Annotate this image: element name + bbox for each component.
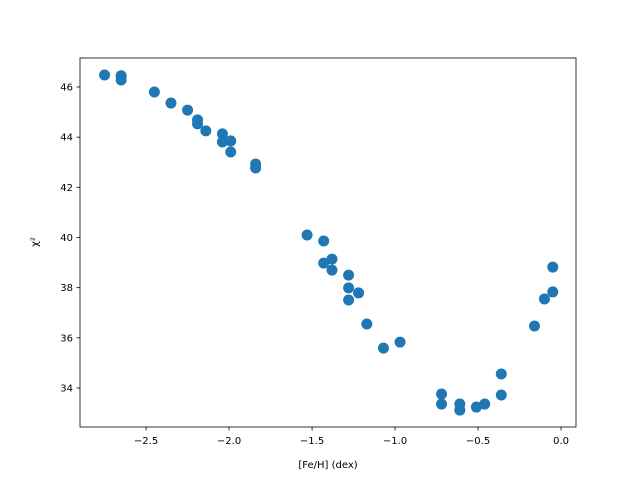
- x-tick-label: 0.0: [553, 436, 569, 447]
- point: [99, 69, 111, 81]
- point: [318, 257, 330, 269]
- point: [148, 86, 160, 98]
- point: [547, 286, 559, 298]
- point: [225, 146, 237, 158]
- point: [318, 235, 330, 247]
- point: [495, 389, 507, 401]
- y-tick-label: 38: [60, 283, 73, 294]
- point: [225, 135, 237, 147]
- point: [529, 320, 541, 332]
- point: [436, 398, 448, 410]
- point: [538, 293, 550, 305]
- x-tick-label: −1.5: [300, 436, 324, 447]
- y-tick-label: 46: [60, 82, 73, 93]
- point: [343, 294, 355, 306]
- point: [250, 162, 262, 174]
- x-axis-label: [Fe/H] (dex): [298, 460, 357, 471]
- point: [436, 388, 448, 400]
- y-tick-label: 40: [60, 233, 73, 244]
- point: [165, 97, 177, 109]
- point: [326, 264, 338, 276]
- point: [182, 104, 194, 116]
- point: [377, 342, 389, 354]
- point: [353, 287, 365, 299]
- point: [547, 261, 559, 273]
- point: [495, 368, 507, 380]
- point: [192, 118, 204, 130]
- point: [200, 125, 212, 137]
- x-tick-label: −1.0: [383, 436, 407, 447]
- x-tick-label: −2.0: [217, 436, 241, 447]
- y-tick-label: 36: [60, 333, 73, 344]
- point: [326, 253, 338, 265]
- point: [216, 136, 228, 148]
- x-tick-label: −0.5: [466, 436, 490, 447]
- y-tick-label: 42: [60, 183, 73, 194]
- point: [301, 229, 313, 241]
- y-tick-label: 34: [60, 383, 73, 394]
- point: [343, 269, 355, 281]
- plot-frame: [79, 57, 577, 428]
- point: [394, 336, 406, 348]
- point: [343, 282, 355, 294]
- point: [470, 401, 482, 413]
- y-tick-label: 44: [60, 133, 73, 144]
- point: [479, 398, 491, 410]
- point: [454, 404, 466, 416]
- x-tick-label: −2.5: [134, 436, 158, 447]
- y-axis-label: χ²: [30, 237, 41, 247]
- point: [361, 318, 373, 330]
- point: [216, 128, 228, 140]
- point: [115, 74, 127, 86]
